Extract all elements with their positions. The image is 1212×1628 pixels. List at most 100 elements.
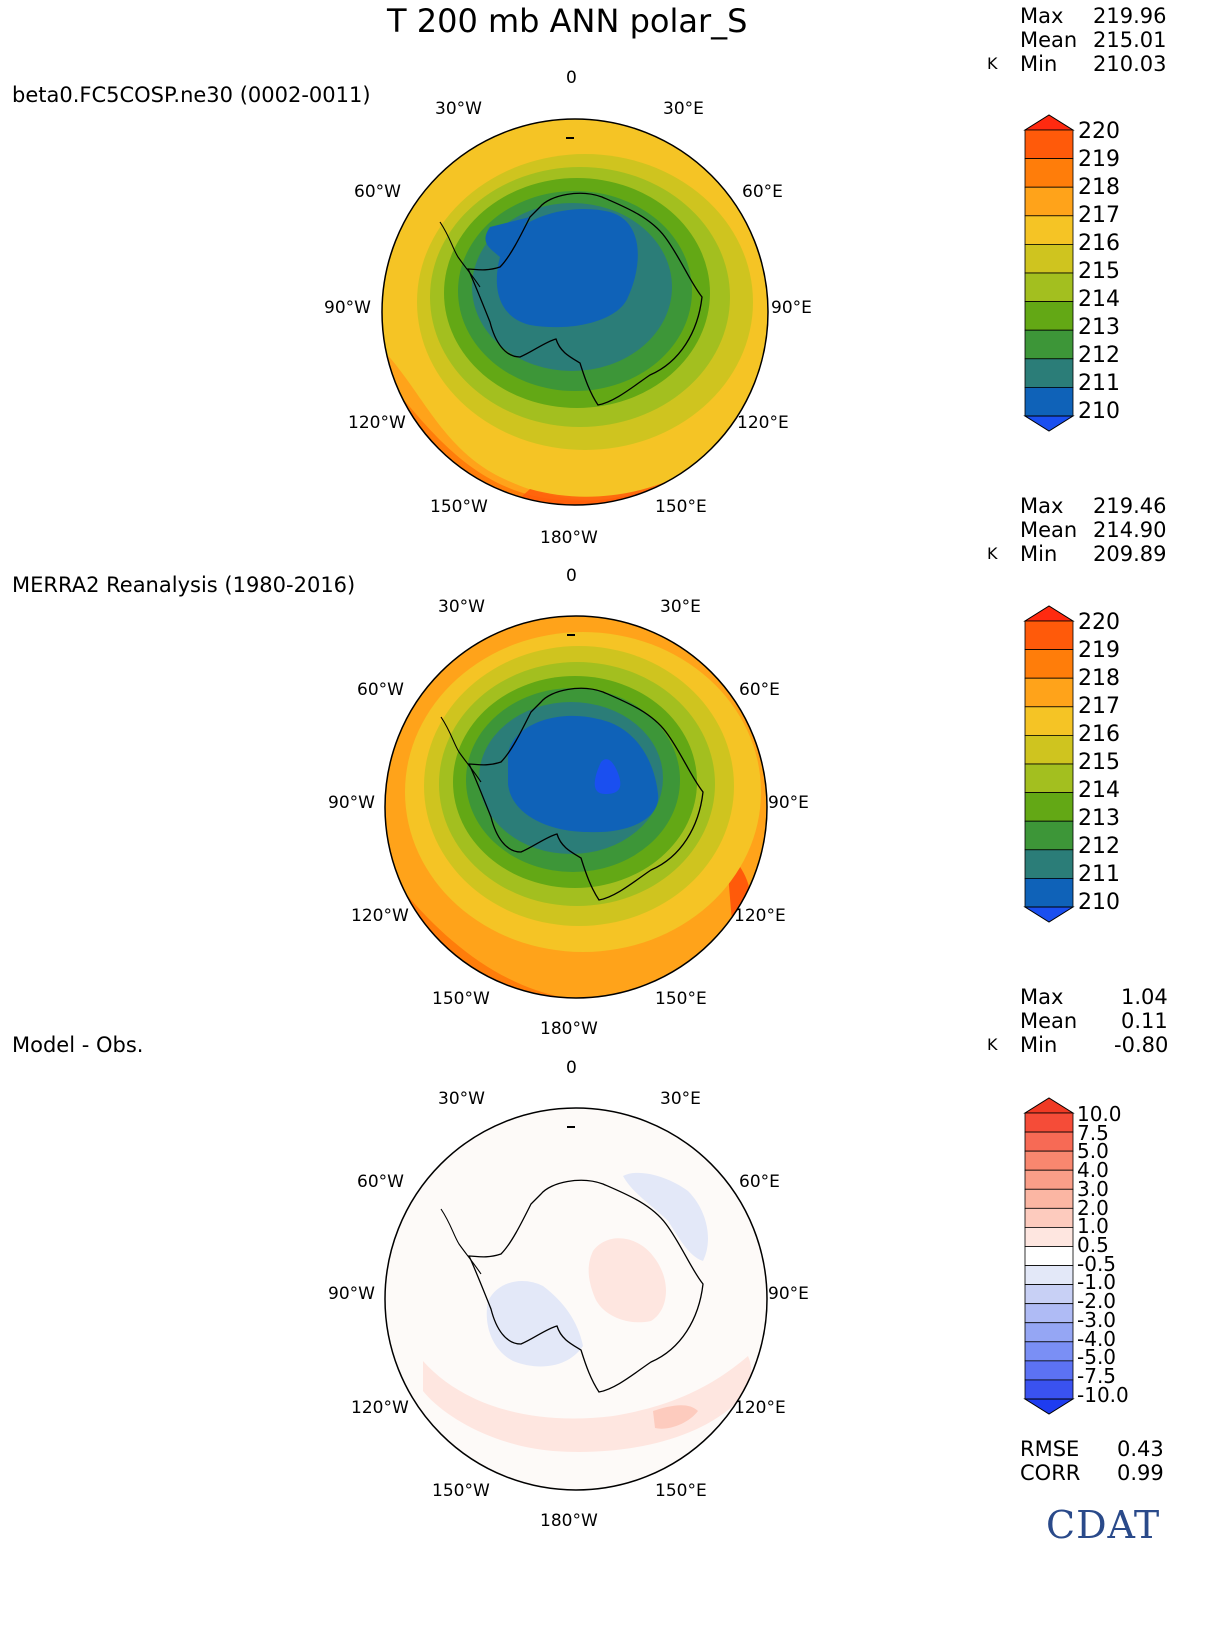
lon-label: 60°E (739, 1172, 780, 1192)
colorbar-bin (1024, 1112, 1074, 1133)
stat-max-value: 1.04 (1121, 985, 1168, 1009)
lon-label: 180°W (540, 1019, 598, 1039)
colorbar-tick: 210 (1078, 890, 1120, 915)
lon-label: 0 (566, 68, 577, 88)
colorbar-tick: 213 (1078, 806, 1120, 831)
stat-min-value: -0.80 (1114, 1033, 1169, 1057)
stat-mean-value: 214.90 (1093, 518, 1167, 542)
colorbar-bin (1024, 272, 1074, 303)
colorbar-tick: 217 (1078, 694, 1120, 719)
colorbar-bin (1024, 1379, 1074, 1400)
colorbar-tick: 211 (1078, 862, 1120, 887)
panel-3-label: Model - Obs. (12, 1033, 144, 1057)
colorbar-tick: 219 (1078, 638, 1120, 663)
lon-label: 30°E (663, 99, 704, 119)
colorbar-bin (1024, 358, 1074, 388)
lon-label: 150°W (430, 497, 488, 517)
lon-label: 90°E (768, 793, 809, 813)
lon-label: 30°W (438, 1089, 485, 1109)
colorbar-tick: -0.5 (1077, 1252, 1117, 1276)
cdat-logo: CDAT (1046, 1503, 1161, 1547)
colorbar-bin (1024, 1207, 1074, 1228)
colorbar-under-triangle (1023, 415, 1075, 432)
colorbar-over-triangle (1023, 114, 1075, 131)
colorbar-bin (1024, 1284, 1074, 1305)
lon-label: 30°W (438, 597, 485, 617)
colorbar-tick: 4.0 (1077, 1158, 1109, 1182)
stat-mean-label: Mean (1020, 1009, 1078, 1033)
units-label: K (987, 54, 998, 73)
colorbar-bin (1024, 215, 1074, 245)
colorbar-tick: 1.0 (1077, 1214, 1109, 1238)
colorbar-tick: 213 (1078, 315, 1120, 340)
lon-label: 90°E (771, 298, 812, 318)
stat-max-value: 219.96 (1093, 4, 1167, 28)
colorbar-bin (1024, 186, 1074, 217)
lon-label: 90°W (328, 793, 375, 813)
stat-max-label: Max (1020, 494, 1064, 518)
page-title: T 200 mb ANN polar_S (387, 2, 748, 40)
lon-label: 60°E (742, 182, 783, 202)
colorbar-tick: -5.0 (1077, 1345, 1117, 1369)
colorbar-tick: 220 (1078, 610, 1120, 635)
colorbar-bin (1024, 649, 1074, 679)
units-label: K (987, 544, 998, 563)
stat-mean-label: Mean (1020, 28, 1078, 52)
colorbar-bin (1024, 734, 1074, 765)
colorbar-tick: 210 (1078, 399, 1120, 424)
colorbar-bin (1024, 1226, 1074, 1247)
lon-label: 180°W (540, 528, 598, 548)
lon-label: 120°W (351, 1398, 409, 1418)
colorbar-bin (1024, 243, 1074, 274)
colorbar-bin (1024, 820, 1074, 851)
rmse-label: RMSE (1020, 1437, 1080, 1461)
colorbar-bin (1024, 1265, 1074, 1286)
colorbar-bin (1024, 1169, 1074, 1190)
lon-label: 0 (566, 566, 577, 586)
colorbar-tick: 5.0 (1077, 1139, 1109, 1163)
stat-min-label: Min (1020, 52, 1058, 76)
colorbar-tick: 214 (1078, 287, 1120, 312)
colorbar-bin (1024, 158, 1074, 188)
stat-mean-value: 0.11 (1121, 1009, 1168, 1033)
stat-min-value: 209.89 (1093, 542, 1167, 566)
colorbar-bin (1024, 1322, 1074, 1343)
stat-max-label: Max (1020, 985, 1064, 1009)
colorbar-tick: 218 (1078, 666, 1120, 691)
lon-label: 150°W (432, 989, 490, 1009)
lon-label: 90°W (328, 1284, 375, 1304)
colorbar-bin (1024, 763, 1074, 794)
colorbar-bin (1024, 1150, 1074, 1171)
colorbar-abs-2 (1023, 605, 1075, 923)
stat-min-label: Min (1020, 542, 1058, 566)
colorbar-under-triangle (1023, 1398, 1075, 1415)
colorbar-tick: 10.0 (1077, 1102, 1122, 1126)
colorbar-tick: 216 (1078, 722, 1120, 747)
stat-max-label: Max (1020, 4, 1064, 28)
lon-label: 120°E (734, 906, 786, 926)
colorbar-over-triangle (1023, 605, 1075, 622)
lon-label: 180°W (540, 1511, 598, 1531)
colorbar-tick: -3.0 (1077, 1308, 1117, 1332)
colorbar-tick: 212 (1078, 343, 1120, 368)
colorbar-under-triangle (1023, 906, 1075, 923)
colorbar-tick: 7.5 (1077, 1121, 1109, 1145)
colorbar-tick: -2.0 (1077, 1289, 1117, 1313)
colorbar-tick: -7.5 (1077, 1364, 1117, 1388)
colorbar-bin (1024, 849, 1074, 879)
stat-min-label: Min (1020, 1033, 1058, 1057)
lon-label: 60°W (357, 680, 404, 700)
colorbar-tick: 217 (1078, 203, 1120, 228)
corr-value: 0.99 (1117, 1461, 1164, 1485)
colorbar-bin (1024, 620, 1074, 651)
colorbar-tick: 216 (1078, 231, 1120, 256)
lon-label: 60°E (739, 680, 780, 700)
colorbar-bin (1024, 677, 1074, 708)
stat-mean-value: 215.01 (1093, 28, 1167, 52)
colorbar-bin (1024, 129, 1074, 160)
colorbar-tick: 211 (1078, 371, 1120, 396)
colorbar-tick: 214 (1078, 778, 1120, 803)
colorbar-tick: -4.0 (1077, 1327, 1117, 1351)
colorbar-bin (1024, 1303, 1074, 1324)
colorbar-tick: 219 (1078, 147, 1120, 172)
